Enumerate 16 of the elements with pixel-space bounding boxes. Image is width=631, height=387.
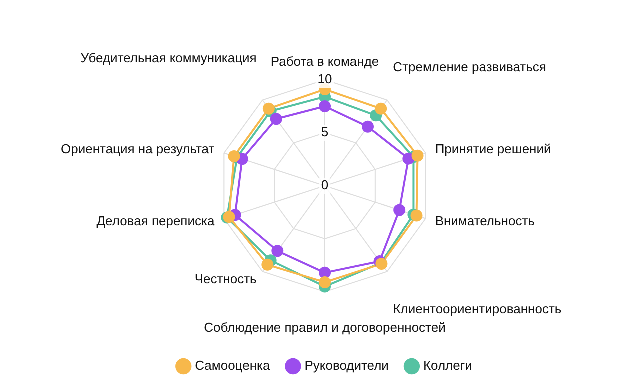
legend-label: Самооценка	[195, 358, 271, 374]
spoke-label: Внимательность	[435, 213, 536, 228]
spoke-label: Соблюдение правил и договоренностей	[204, 320, 446, 336]
spoke-label: Честность	[194, 271, 258, 286]
y-tick-label: 10	[318, 72, 332, 87]
legend-label: Руководители	[304, 358, 389, 374]
spoke-label: Клиентоориентированность	[393, 301, 562, 316]
y-tick-label: 0	[321, 178, 329, 193]
spoke-label: Деловая переписка	[96, 213, 216, 228]
spoke-label: Ориентация на результат	[60, 142, 215, 157]
spoke-label: Стремление развиваться	[393, 60, 546, 75]
y-tick-label: 5	[321, 124, 329, 140]
spoke-label: Работа в команде	[270, 54, 380, 70]
spoke-label: Убедительная коммуникация	[80, 50, 257, 66]
legend-label: Коллеги	[423, 358, 472, 374]
spoke-label: Принятие решений	[435, 142, 552, 157]
